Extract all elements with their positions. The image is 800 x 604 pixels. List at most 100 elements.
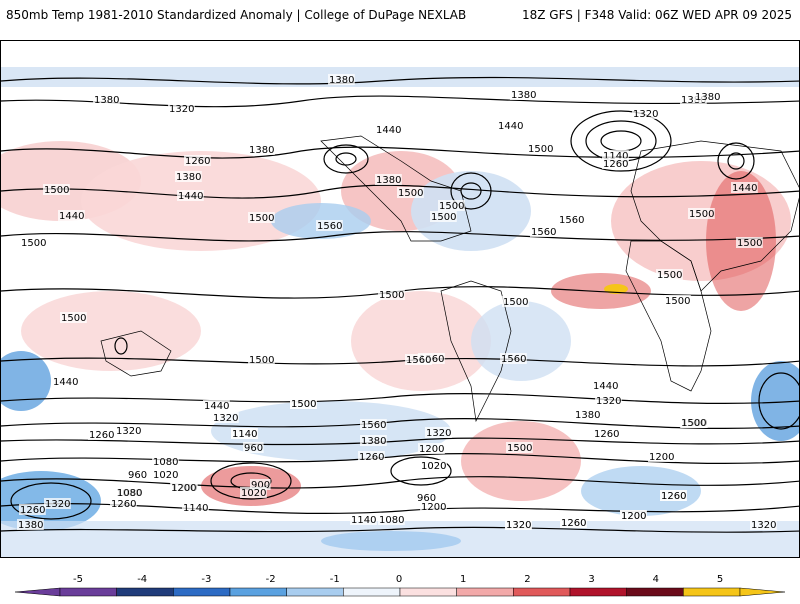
contour-label: 1380 <box>575 410 600 421</box>
contour-label: 1500 <box>439 201 464 212</box>
contour-label: 1440 <box>59 211 84 222</box>
contour-label: 1500 <box>291 399 316 410</box>
contour-label: 1320 <box>116 426 141 437</box>
contour-label-bg <box>527 143 554 154</box>
contour-label-bg <box>736 237 763 248</box>
colorbar-tick-label: -5 <box>73 574 83 585</box>
colorbar-tick-label: 1 <box>460 574 467 585</box>
contour-label-bg <box>115 425 142 436</box>
colorbar-tick-label: 3 <box>588 574 595 585</box>
contour-label-bg <box>632 108 659 119</box>
contour-label: 1560 <box>361 420 386 431</box>
contour-label-bg <box>438 200 465 211</box>
contour-label-bg <box>127 469 148 480</box>
contour-label-bg <box>328 74 355 85</box>
contour-label-bg <box>502 296 529 307</box>
contour-label-bg <box>694 91 721 102</box>
colorbar-swatches <box>14 587 786 597</box>
contour-label-bg <box>19 504 46 515</box>
contour-label-layer: 1380138013201380144013801440150013801320… <box>17 74 777 531</box>
contour-label-bg <box>212 412 239 423</box>
colorbar-max-arrow <box>739 587 786 597</box>
colorbar-min-arrow <box>14 587 61 597</box>
contour-label-bg <box>350 514 377 525</box>
colorbar-tick-label: -4 <box>137 574 148 585</box>
contour-label: 1320 <box>213 413 238 424</box>
contour-label: 1500 <box>657 270 682 281</box>
contour-label-bg <box>250 479 271 490</box>
contour-label: 1200 <box>421 502 446 513</box>
colorbar-swatch <box>173 587 231 597</box>
contour-label: 1500 <box>61 313 86 324</box>
contour-label: 1200 <box>419 444 444 455</box>
contour-label-bg <box>425 427 452 438</box>
contour-label: 1260 <box>185 156 210 167</box>
contour-label: 1200 <box>171 483 196 494</box>
contour-label-bg <box>664 295 691 306</box>
contour-label-bg <box>750 519 777 530</box>
contour-label: 1320 <box>169 104 194 115</box>
contour-label: 1260 <box>20 505 45 516</box>
contour-label: 1500 <box>681 418 706 429</box>
contour-label: 1320 <box>506 520 531 531</box>
contour-label-bg <box>248 212 275 223</box>
contour-label-bg <box>420 460 447 471</box>
colorbar-swatch <box>683 587 741 597</box>
contour-label: 960 <box>128 470 147 481</box>
contour-label: 960 <box>244 443 263 454</box>
contour-label: 1320 <box>596 396 621 407</box>
contour-label-bg <box>203 400 230 411</box>
contour-label: 1320 <box>751 520 776 531</box>
contour-label-bg <box>510 89 537 100</box>
contour-label: 1380 <box>376 175 401 186</box>
contour-label-bg <box>378 514 405 525</box>
contour-label-bg <box>175 171 202 182</box>
contour-label: 1500 <box>379 290 404 301</box>
contour-label-bg <box>648 451 675 462</box>
height-contours <box>1 76 799 533</box>
contour-label: 1380 <box>249 145 274 156</box>
contour-label: 1140 <box>603 151 628 162</box>
contour-label: 1560 <box>531 227 556 238</box>
contour-label-bg <box>182 502 209 513</box>
colorbar-swatch <box>59 587 117 597</box>
map-header: 850mb Temp 1981-2010 Standardized Anomal… <box>0 0 800 30</box>
contour-label: 1500 <box>249 213 274 224</box>
colorbar-swatch <box>229 587 287 597</box>
contour-label: 960 <box>417 493 436 504</box>
contour-label-bg <box>416 492 437 503</box>
contour-label: 1500 <box>665 296 690 307</box>
contour-label-bg <box>152 456 179 467</box>
colorbar-swatch <box>286 587 344 597</box>
contour-label-bg <box>358 451 385 462</box>
colorbar-swatch <box>399 587 457 597</box>
contour-label-bg <box>290 398 317 409</box>
contour-label: 900 <box>251 480 270 491</box>
contour-label: 1380 <box>329 75 354 86</box>
contour-label-bg <box>240 487 267 498</box>
contour-label-bg <box>530 226 557 237</box>
contour-label: 1380 <box>18 520 43 531</box>
contour-label: 1440 <box>204 401 229 412</box>
contour-label-bg <box>378 289 405 300</box>
contour-label: 1440 <box>376 125 401 136</box>
contour-label-bg <box>360 419 387 430</box>
contour-label-bg <box>248 354 275 365</box>
product-title: 850mb Temp 1981-2010 Standardized Anomal… <box>6 8 467 22</box>
contour-label-bg <box>660 490 687 501</box>
contour-label-bg <box>17 519 44 530</box>
contour-label: 1500 <box>398 188 423 199</box>
contour-label: 1200 <box>621 511 646 522</box>
contour-label-bg <box>593 428 620 439</box>
contour-label: 1260 <box>594 429 619 440</box>
contour-label-bg <box>88 429 115 440</box>
contour-label: 1320 <box>45 499 70 510</box>
contour-label-bg <box>43 184 70 195</box>
contour-label: 1380 <box>361 436 386 447</box>
colorbar-tick-label: -1 <box>329 574 340 585</box>
contour-label-bg <box>316 220 343 231</box>
contour-label: 1500 <box>44 185 69 196</box>
anomaly-colorbar: -5 -4 -3 -2 -1 0 1 2 3 4 5 <box>0 570 800 600</box>
contour-label: 1380 <box>511 90 536 101</box>
contour-label: 1500 <box>21 238 46 249</box>
